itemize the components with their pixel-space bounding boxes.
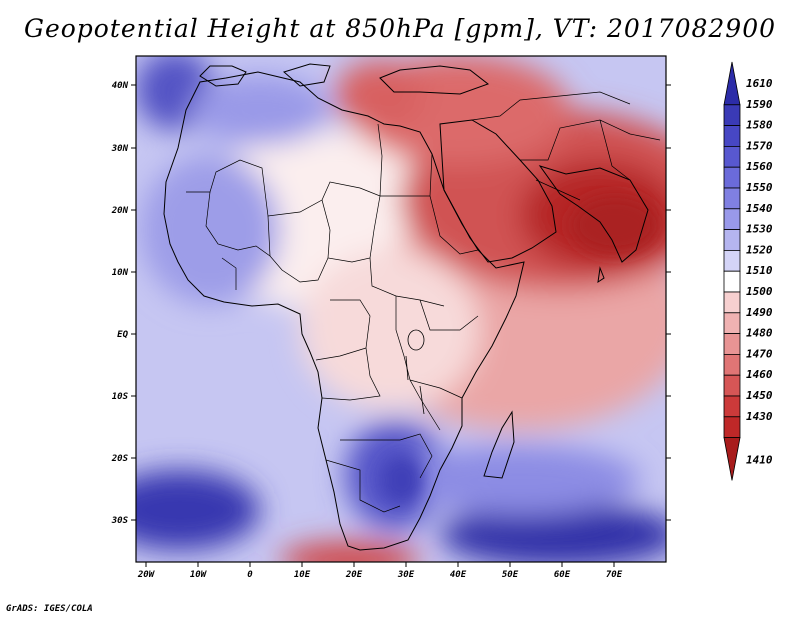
colorbar-label: 1570	[746, 139, 773, 152]
colorbar-label: 1410	[746, 453, 773, 466]
colorbar-label: 1520	[746, 243, 773, 256]
colorbar-swatch	[723, 187, 741, 210]
colorbar-label: 1490	[746, 306, 773, 319]
lat-label: 20S	[111, 454, 129, 464]
colorbar-swatch	[723, 229, 741, 251]
colorbar-label: 1540	[746, 202, 773, 215]
colorbar-swatch	[723, 312, 741, 334]
lat-axis	[131, 84, 671, 521]
plot-frame	[135, 55, 667, 563]
colorbar-swatch	[723, 353, 741, 376]
colorbar-swatch	[723, 437, 741, 481]
lon-label: 60E	[554, 570, 571, 580]
lat-label: 30N	[111, 144, 129, 154]
lon-axis	[145, 562, 615, 567]
lon-label: 10E	[294, 570, 311, 580]
colorbar-label: 1480	[746, 327, 773, 340]
colorbar-label: 1460	[746, 368, 773, 381]
colorbar-swatch	[723, 395, 741, 418]
colorbar-swatch	[723, 145, 741, 168]
colorbar-swatch	[723, 270, 741, 293]
lon-label: 40E	[450, 570, 467, 580]
colorbar-label: 1450	[746, 389, 773, 402]
lon-label: 50E	[502, 570, 519, 580]
chart-title: Geopotential Height at 850hPa [gpm], VT:…	[23, 14, 777, 43]
colorbar-label: 1470	[746, 347, 773, 360]
lat-label: 40N	[112, 81, 129, 91]
lon-label: 0	[247, 570, 253, 580]
colorbar-swatch	[723, 61, 741, 106]
colorbar-label: 1500	[746, 285, 773, 298]
lon-label: 20E	[345, 570, 363, 580]
footer-credit: GrADS: IGES/COLA	[6, 604, 93, 614]
colorbar-swatch	[723, 104, 741, 127]
colorbar: 1610 1590 1580 1570 1560 1550 1540 1530 1520 1510…	[723, 61, 773, 481]
lat-label: 10S	[112, 392, 129, 402]
colorbar-label: 1530	[746, 223, 773, 236]
lat-label: 30S	[111, 516, 129, 526]
coastlines	[163, 63, 649, 551]
colorbar-swatch	[723, 208, 741, 231]
colorbar-label: 1580	[746, 119, 773, 132]
colorbar-swatch	[723, 374, 741, 397]
colorbar-swatch	[723, 291, 741, 314]
colorbar-label: 1550	[746, 181, 773, 194]
lakes	[405, 329, 425, 415]
colorbar-swatch	[723, 166, 741, 189]
colorbar-label: 1430	[746, 410, 773, 423]
colorbar-label: 1510	[746, 264, 773, 277]
colorbar-swatch	[723, 125, 741, 147]
lat-label: 10N	[112, 268, 129, 278]
colorbar-label: 1560	[746, 160, 773, 173]
colorbar-label: 1610	[746, 77, 773, 90]
colorbar-swatch	[723, 416, 741, 438]
height-field	[136, 56, 666, 562]
country-borders	[186, 91, 661, 513]
lon-label: 30E	[397, 570, 415, 580]
lon-label: 10W	[190, 570, 208, 580]
lon-label: 70E	[606, 570, 623, 580]
lon-label: 20W	[137, 570, 156, 580]
colorbar-swatch	[723, 249, 741, 272]
colorbar-label: 1590	[746, 98, 773, 111]
lat-label: EQ	[117, 330, 128, 340]
colorbar-swatch	[723, 333, 741, 355]
lat-label: 20N	[111, 206, 129, 216]
